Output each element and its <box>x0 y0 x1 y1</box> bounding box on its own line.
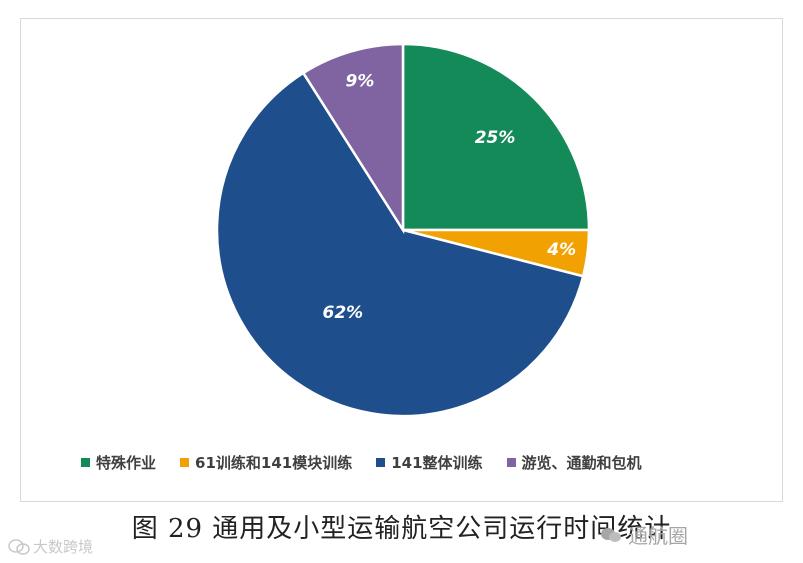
pie-slice <box>215 71 585 418</box>
slice-data-label: 4% <box>546 240 576 260</box>
wechat-icon <box>8 538 30 555</box>
slice-data-label: 62% <box>323 303 364 323</box>
legend-swatch <box>506 458 516 467</box>
legend-item: 61训练和141模块训练 <box>180 452 352 473</box>
chart-legend: 特殊作业 61训练和141模块训练 141整体训练 游览、通勤和包机 <box>81 452 642 473</box>
watermark-right-text: 通航圈 <box>628 524 688 548</box>
legend-label: 61训练和141模块训练 <box>195 454 353 472</box>
pie-slice <box>301 42 405 235</box>
slice-data-label: 25% <box>475 128 516 148</box>
legend-label: 141整体训练 <box>391 454 483 472</box>
chart-frame: 25% 4% 62% 9% 特殊作业 61训练和141模块训练 141整体训练 游览、… <box>20 18 783 502</box>
legend-swatch <box>376 458 386 467</box>
figure-caption: 图 29 通用及小型运输航空公司运行时间统计 <box>131 514 672 544</box>
watermark-right: 通航圈 <box>600 520 688 549</box>
pie-slice <box>401 42 591 232</box>
wechat-icon <box>601 527 621 542</box>
watermark-left-text: 大数跨境 <box>33 538 94 556</box>
pie-chart: 25% 4% 62% 9% <box>215 42 591 418</box>
legend-label: 特殊作业 <box>96 454 157 472</box>
legend-item: 游览、通勤和包机 <box>506 452 642 473</box>
legend-swatch <box>180 458 190 467</box>
legend-label: 游览、通勤和包机 <box>521 454 642 472</box>
slice-data-label: 9% <box>345 72 374 92</box>
watermark-left: 大数跨境 <box>8 536 93 557</box>
legend-item: 141整体训练 <box>376 452 483 473</box>
legend-item: 特殊作业 <box>81 452 156 473</box>
legend-swatch <box>81 458 90 467</box>
